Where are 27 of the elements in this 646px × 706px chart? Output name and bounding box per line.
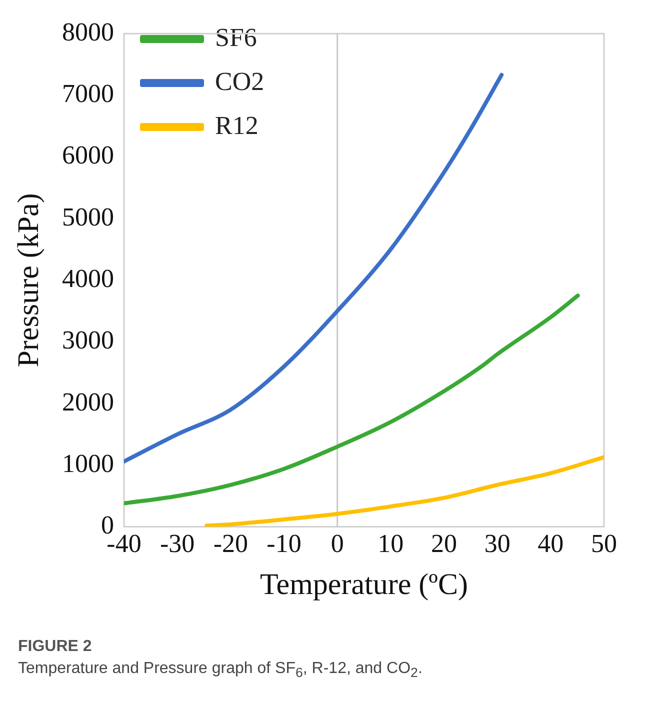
y-tick-label: 7000 — [62, 79, 114, 108]
legend-label: R12 — [215, 110, 258, 140]
x-tick-label: 10 — [378, 529, 404, 558]
legend-label: SF6 — [215, 22, 257, 52]
x-tick-label: 30 — [484, 529, 510, 558]
y-tick-label: 4000 — [62, 264, 114, 294]
y-tick-label: 8000 — [62, 17, 114, 46]
x-tick-label: -20 — [213, 529, 248, 558]
y-tick-label: 3000 — [62, 326, 114, 355]
x-axis-title: Temperature (ºC) — [260, 568, 468, 601]
y-tick-label: 2000 — [62, 387, 114, 416]
x-tick-label: 40 — [538, 529, 564, 558]
x-tick-label: -10 — [266, 529, 302, 558]
line-series — [204, 455, 604, 527]
y-tick-label: 6000 — [62, 140, 114, 170]
caption: FIGURE 2 — [18, 638, 93, 656]
text: Temperature and Pressure graph of SF$_{6}$, R-12, and CO$_{2}$. — [18, 660, 424, 680]
y-tick-label: 5000 — [62, 202, 114, 232]
line-series — [124, 72, 504, 464]
legend-label: CO2 — [215, 66, 264, 96]
x-tick-label: 0 — [330, 529, 344, 558]
line-series — [124, 294, 580, 506]
x-tick-label: 50 — [591, 529, 617, 558]
x-tick-label: -30 — [160, 529, 195, 558]
y-axis-title: Pressure (kPa) — [12, 193, 45, 368]
x-tick-label: 20 — [431, 529, 457, 558]
y-tick-label: 1000 — [62, 448, 114, 478]
